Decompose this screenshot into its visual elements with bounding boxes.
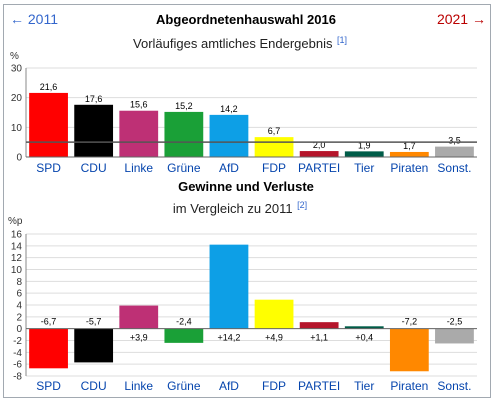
prev-election-link[interactable]: ← 2011 [10, 11, 58, 27]
category-label: AfD [219, 161, 239, 175]
value-label: +1,1 [310, 333, 328, 343]
y-tick-label: -8 [13, 372, 22, 383]
category-label: Grüne [167, 161, 201, 175]
bar-tier [344, 326, 384, 329]
category-label: CDU [81, 379, 107, 393]
y-tick-label: 4 [16, 301, 22, 312]
y-tick-label: 0 [16, 324, 22, 335]
category-label: Piraten [390, 379, 428, 393]
category-label: Sonst. [437, 161, 471, 175]
bar-piraten [389, 328, 429, 372]
bar-afd [209, 244, 249, 329]
value-label: 6,7 [268, 126, 281, 136]
bar-cdu [74, 104, 114, 157]
bar-linke [119, 110, 159, 157]
y-tick-label: 16 [11, 230, 23, 241]
bar-linke [119, 305, 159, 329]
next-election-link[interactable]: 2021 → [437, 11, 486, 27]
value-label: 3,5 [448, 136, 461, 146]
category-label: Tier [354, 379, 374, 393]
chart2-title: Gewinne und Verluste [178, 179, 314, 194]
category-label: SPD [36, 379, 61, 393]
bar-gr-ne [164, 328, 204, 343]
chart2-unit-label: %p [8, 216, 23, 227]
category-label: Sonst. [437, 379, 471, 393]
y-tick-label: 10 [11, 265, 23, 276]
bar-fdp [254, 137, 294, 157]
chart1-unit-label: % [10, 51, 19, 62]
value-label: +3,9 [130, 333, 148, 343]
y-tick-label: 30 [11, 64, 23, 75]
category-label: Tier [354, 161, 374, 175]
bar-sonst- [435, 328, 474, 344]
value-label: -7,2 [402, 317, 418, 327]
value-label: 1,7 [403, 141, 416, 151]
chart2-subtitle-line: im Vergleich zu 2011 [2] [173, 200, 307, 217]
y-tick-label: -6 [13, 360, 22, 371]
chart1-subtitle: Vorläufiges amtliches Endergebnis [133, 36, 333, 51]
category-label: PARTEI [298, 161, 340, 175]
y-tick-label: 8 [16, 277, 22, 288]
y-tick-label: -2 [13, 336, 22, 347]
value-label: -5,7 [86, 317, 102, 327]
bar-sonst- [435, 146, 474, 157]
chart2-subtitle: im Vergleich zu 2011 [173, 201, 293, 216]
value-label: -2,4 [176, 317, 192, 327]
bar-piraten [389, 151, 429, 157]
category-label: Grüne [167, 379, 201, 393]
category-label: AfD [219, 379, 239, 393]
y-tick-label: 0 [16, 153, 22, 164]
value-label: 17,6 [85, 94, 103, 104]
bar-spd [29, 328, 68, 369]
value-label: +4,9 [265, 333, 283, 343]
category-label: FDP [262, 161, 286, 175]
category-label: FDP [262, 379, 286, 393]
value-label: 14,2 [220, 104, 238, 114]
y-tick-label: 14 [11, 241, 23, 252]
value-label: +14,2 [218, 333, 241, 343]
value-label: +0,4 [355, 333, 373, 343]
bar-partei [299, 322, 339, 329]
value-label: 15,2 [175, 101, 193, 111]
y-tick-label: 6 [16, 289, 22, 300]
y-tick-label: 12 [11, 253, 23, 264]
category-label: SPD [36, 161, 61, 175]
category-label: Linke [124, 161, 153, 175]
chart1-plot: 0 10 20 30 21,6 SPD 17,6 CDU 15,6 Linke 15,2 Grüne 1… [11, 64, 477, 175]
category-label: Linke [124, 379, 153, 393]
chart1-subtitle-line: Vorläufiges amtliches Endergebnis [1] [133, 35, 347, 52]
value-label: 21,6 [40, 82, 58, 92]
chart1-ref-link[interactable]: [1] [337, 35, 347, 45]
value-label: 1,9 [358, 140, 371, 150]
bar-fdp [254, 299, 294, 329]
category-label: CDU [81, 161, 107, 175]
bar-partei [299, 151, 339, 157]
bar-gr-ne [164, 111, 204, 157]
y-tick-label: 10 [11, 123, 23, 134]
value-label: -2,5 [447, 317, 463, 327]
value-label: -6,7 [41, 317, 57, 327]
y-tick-label: 2 [16, 312, 22, 323]
bar-spd [29, 92, 68, 157]
value-label: 15,6 [130, 100, 148, 110]
category-label: Piraten [390, 161, 428, 175]
chart2-ref-link[interactable]: [2] [297, 200, 307, 210]
value-label: 2,0 [313, 140, 326, 150]
bar-tier [344, 151, 384, 157]
y-tick-label: -4 [13, 348, 22, 359]
bar-afd [209, 114, 249, 157]
bar-cdu [74, 328, 114, 363]
category-label: PARTEI [298, 379, 340, 393]
chart1-title: Abgeordnetenhauswahl 2016 [156, 12, 336, 27]
y-tick-label: 20 [11, 93, 23, 104]
